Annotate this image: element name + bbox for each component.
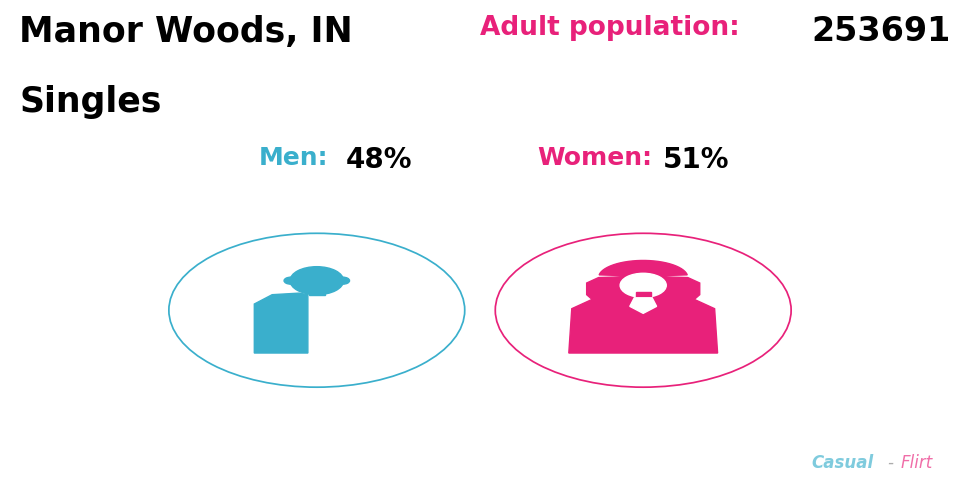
Text: Casual: Casual — [811, 453, 874, 471]
Circle shape — [284, 278, 298, 285]
Text: Singles: Singles — [19, 85, 161, 119]
Polygon shape — [325, 294, 379, 353]
Text: Women:: Women: — [538, 145, 653, 169]
Text: -: - — [887, 453, 893, 471]
Polygon shape — [636, 292, 651, 298]
Text: Adult population:: Adult population: — [480, 15, 740, 41]
Circle shape — [620, 274, 666, 298]
Polygon shape — [301, 295, 332, 353]
Polygon shape — [568, 297, 718, 353]
Circle shape — [336, 278, 349, 285]
Text: 48%: 48% — [346, 145, 412, 173]
Text: Manor Woods, IN: Manor Woods, IN — [19, 15, 353, 49]
Text: Flirt: Flirt — [900, 453, 933, 471]
Circle shape — [494, 233, 792, 388]
Polygon shape — [308, 297, 325, 330]
Text: 51%: 51% — [662, 145, 729, 173]
Polygon shape — [587, 261, 700, 305]
Circle shape — [168, 233, 466, 388]
Polygon shape — [630, 298, 657, 314]
Text: 253691: 253691 — [811, 15, 950, 48]
Circle shape — [290, 267, 344, 295]
Polygon shape — [308, 289, 325, 295]
Polygon shape — [254, 294, 308, 353]
Text: Men:: Men: — [259, 145, 328, 169]
